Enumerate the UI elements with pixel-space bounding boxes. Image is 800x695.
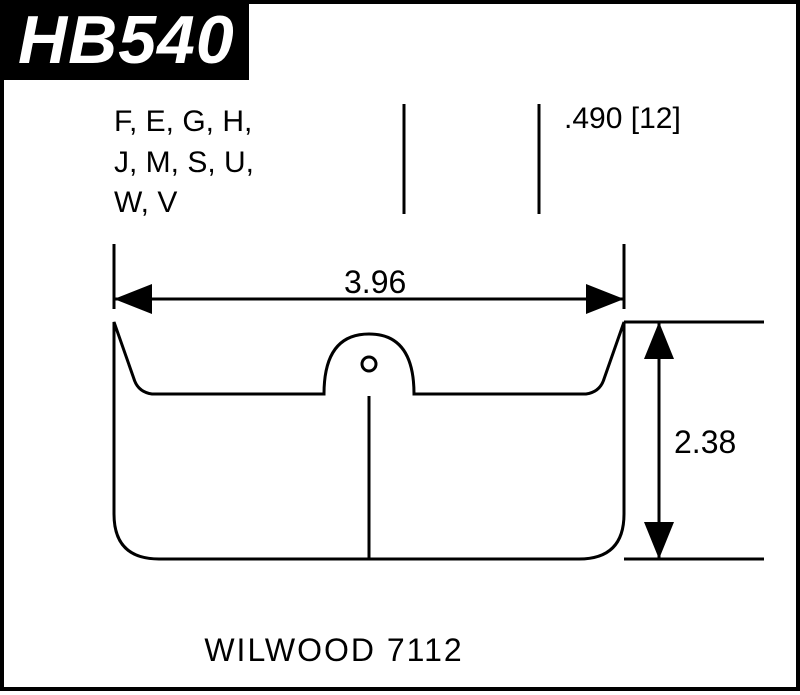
drawing-canvas [4, 84, 800, 695]
mounting-hole-icon [362, 357, 376, 371]
arrowhead-up-icon [644, 322, 674, 359]
arrowhead-down-icon [644, 522, 674, 559]
diagram-frame: HB540 F, E, G, H, J, M, S, U, W, V .490 … [0, 0, 800, 691]
part-number-header: HB540 [4, 4, 249, 80]
arrowhead-left-icon [114, 284, 152, 314]
part-number: HB540 [18, 2, 235, 78]
arrowhead-right-icon [586, 284, 624, 314]
